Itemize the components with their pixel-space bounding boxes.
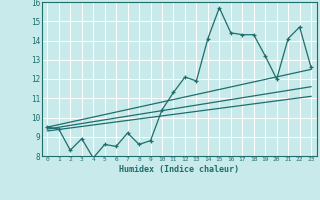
X-axis label: Humidex (Indice chaleur): Humidex (Indice chaleur) [119,165,239,174]
